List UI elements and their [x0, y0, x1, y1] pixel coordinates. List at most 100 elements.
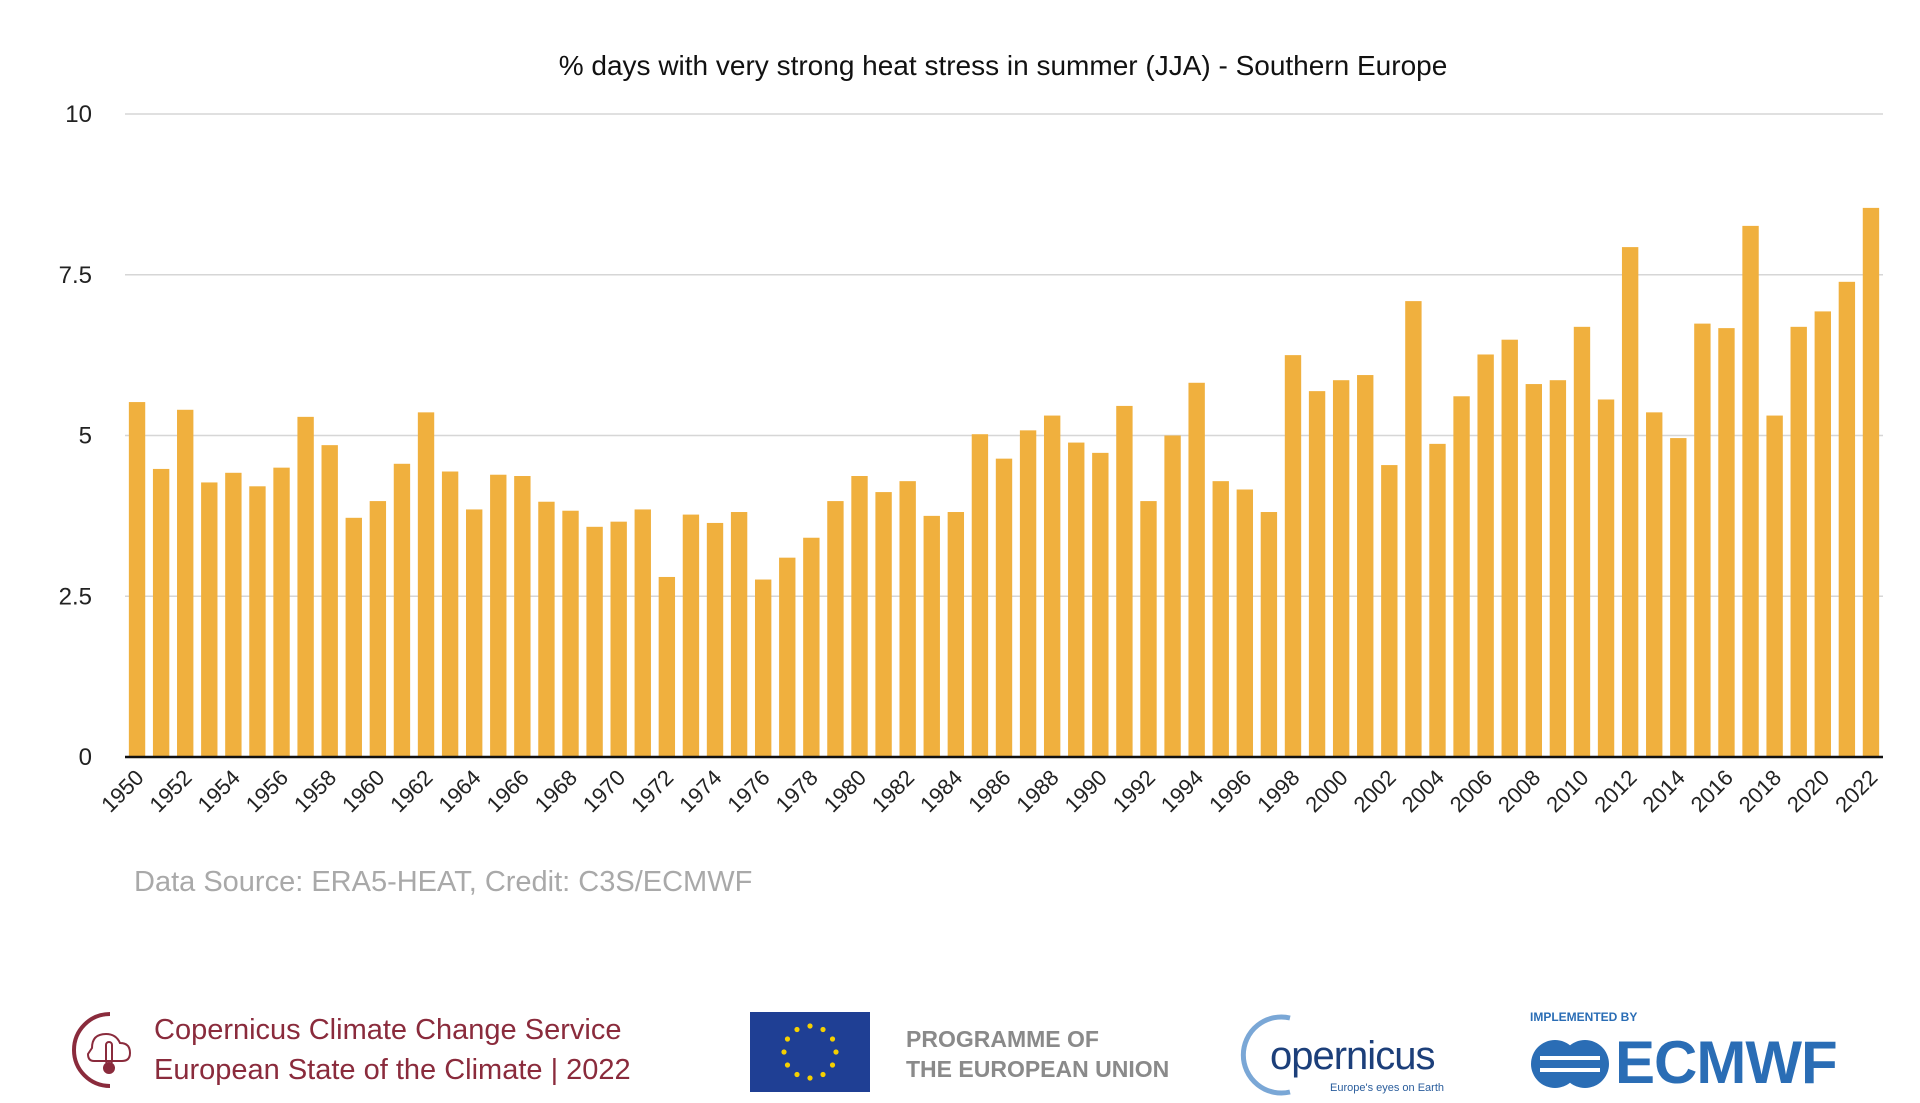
x-tick-label: 1996: [1204, 765, 1256, 817]
x-tick-label: 2022: [1830, 765, 1882, 817]
bar-1971: [634, 509, 651, 757]
bar-1975: [730, 512, 748, 757]
bar-1998: [1284, 355, 1302, 757]
bar-1953: [201, 482, 218, 757]
x-tick-label: 1970: [578, 765, 630, 817]
eu-star: [829, 1036, 836, 1042]
c3s-logo: Copernicus Climate Change Service Europe…: [70, 1008, 631, 1092]
x-tick-label: 1960: [337, 765, 389, 817]
bar-1969: [586, 526, 603, 757]
bar-1965: [490, 474, 507, 757]
x-tick-label: 1958: [289, 765, 341, 817]
x-tick-label: 2002: [1349, 765, 1401, 817]
bar-2000: [1332, 380, 1350, 757]
bar-1986: [995, 458, 1013, 757]
copernicus-wordmark: opernicus: [1270, 1034, 1435, 1078]
x-tick-label: 1974: [674, 765, 726, 817]
x-tick-label: 1976: [722, 765, 774, 817]
x-tick-label: 1972: [626, 765, 678, 817]
x-tick-label: 2008: [1493, 765, 1545, 817]
x-tick-label: 1950: [96, 765, 148, 817]
bar-2006: [1477, 354, 1494, 757]
bar-1962: [417, 412, 435, 757]
eu-star: [807, 1075, 813, 1081]
y-axis: 0 2.5 5 7.5 10: [59, 101, 92, 771]
eu-star: [807, 1023, 813, 1029]
eu-star: [784, 1036, 791, 1042]
bar-1972: [658, 576, 676, 757]
bar-1954: [225, 472, 242, 757]
x-tick-label: 1992: [1108, 765, 1160, 817]
eu-programme-text: PROGRAMME OF THE EUROPEAN UNION: [906, 1024, 1169, 1084]
bar-1978: [803, 537, 820, 757]
bar-2010: [1573, 326, 1591, 757]
chart-title: % days with very strong heat stress in s…: [559, 50, 1448, 81]
x-tick-label: 1984: [915, 765, 967, 817]
x-tick-label: 1986: [963, 765, 1015, 817]
bar-1973: [682, 514, 700, 757]
copernicus-tagline: Europe's eyes on Earth: [1330, 1082, 1445, 1094]
bar-1956: [273, 467, 290, 757]
x-tick-label: 1968: [530, 765, 582, 817]
eu-star: [833, 1049, 839, 1055]
x-tick-label: 2012: [1589, 765, 1641, 817]
x-tick-label: 2004: [1397, 765, 1449, 817]
bar-2009: [1549, 380, 1567, 757]
x-tick-label: 1956: [241, 765, 293, 817]
bar-2013: [1646, 412, 1663, 757]
bar-1987: [1019, 430, 1037, 757]
y-tick-label: 10: [65, 101, 92, 128]
eu-flag-icon: [750, 1012, 870, 1092]
eu-line2: THE EUROPEAN UNION: [906, 1056, 1170, 1082]
x-tick-label: 2018: [1734, 765, 1786, 817]
eu-line1: PROGRAMME OF: [906, 1026, 1099, 1052]
bar-2015: [1694, 323, 1711, 757]
x-tick-label: 1966: [482, 765, 534, 817]
eu-star: [820, 1026, 826, 1033]
bar-1967: [538, 501, 555, 757]
bar-chart: % days with very strong heat stress in s…: [59, 50, 1883, 817]
x-tick-label: 1952: [144, 765, 196, 817]
bar-1989: [1068, 442, 1085, 757]
bar-2012: [1621, 247, 1639, 757]
bar-1955: [249, 486, 266, 757]
x-tick-label: 1978: [771, 765, 823, 817]
footer-logos: Copernicus Climate Change Service Europe…: [0, 1000, 1920, 1103]
ecmwf-symbol-icon: [1531, 1040, 1609, 1088]
bar-1950: [128, 402, 146, 757]
x-tick-label: 1994: [1156, 765, 1208, 817]
bar-1988: [1043, 415, 1061, 757]
bar-2003: [1405, 301, 1422, 757]
bar-1960: [369, 501, 387, 757]
x-tick-label: 2010: [1541, 765, 1593, 817]
eu-star: [794, 1026, 800, 1033]
bar-2020: [1814, 311, 1831, 757]
copernicus-arc-icon: [1240, 1014, 1291, 1096]
bar-1993: [1164, 435, 1181, 757]
bar-1985: [971, 434, 989, 757]
bar-1964: [466, 509, 483, 757]
bar-1990: [1092, 452, 1109, 757]
bars: [128, 207, 1880, 758]
eu-star: [781, 1049, 787, 1055]
bar-1970: [610, 521, 627, 757]
y-tick-label: 0: [79, 744, 92, 771]
y-tick-label: 5: [79, 423, 92, 450]
x-tick-label: 1980: [819, 765, 871, 817]
eu-star: [784, 1062, 791, 1068]
x-tick-label: 1998: [1252, 765, 1304, 817]
bar-2004: [1429, 443, 1446, 757]
bar-2017: [1742, 225, 1759, 757]
bar-1994: [1188, 382, 1205, 757]
bar-1957: [297, 416, 314, 757]
bar-1997: [1260, 512, 1278, 757]
c3s-title: Copernicus Climate Change Service: [154, 1014, 622, 1046]
bar-1999: [1308, 391, 1326, 757]
bar-1991: [1116, 405, 1133, 757]
bar-2021: [1838, 281, 1856, 757]
eu-star: [829, 1062, 836, 1068]
bar-1952: [177, 409, 194, 757]
eu-star: [794, 1071, 800, 1078]
bar-2002: [1381, 465, 1398, 757]
x-tick-label: 2020: [1782, 765, 1834, 817]
